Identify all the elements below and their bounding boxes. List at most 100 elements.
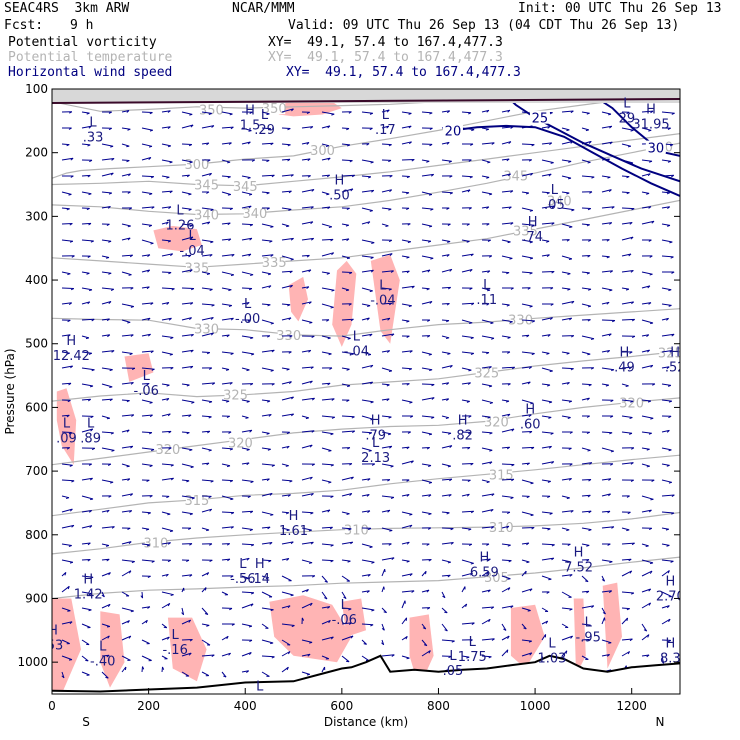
wind-vector	[441, 431, 452, 434]
wind-vector-head	[608, 478, 612, 481]
wind-vector-head	[447, 223, 451, 226]
wind-vector	[321, 398, 335, 401]
wind-vector	[221, 271, 235, 276]
wind-vector	[561, 207, 575, 211]
wind-vector	[461, 431, 472, 433]
wind-vector	[481, 366, 492, 369]
wind-vector-head	[651, 479, 655, 482]
pv-value-label: .14	[249, 572, 270, 587]
wind-vector	[101, 367, 113, 371]
wind-vector	[261, 239, 273, 242]
wind-vector-head	[229, 607, 233, 611]
theta-contour-315	[52, 454, 680, 517]
wind-vector-head	[286, 445, 290, 449]
wind-vector	[221, 317, 234, 321]
wind-vector	[621, 253, 632, 257]
wind-vector-head	[265, 577, 269, 579]
wind-vector	[61, 382, 72, 385]
wind-vector	[241, 271, 254, 276]
wind-vector	[281, 174, 294, 177]
wind-vector-head	[147, 317, 151, 321]
wind-vector	[181, 652, 192, 657]
theta-contour-label: 335	[262, 256, 287, 271]
wind-vector-head	[470, 510, 474, 514]
wind-vector-head	[149, 112, 153, 115]
wind-vector-head	[508, 141, 512, 145]
wind-vector-head	[466, 656, 470, 659]
wind-vector-head	[266, 478, 270, 482]
wind-vector-head	[69, 561, 74, 564]
wind-vector-head	[150, 176, 155, 179]
wind-vector-head	[267, 273, 272, 276]
x-tick-label: 800	[427, 699, 450, 713]
wind-vector-head	[307, 175, 311, 178]
wind-vector-head	[467, 382, 471, 385]
wind-vector	[221, 142, 232, 145]
wind-vector	[81, 525, 93, 529]
wind-vector	[521, 527, 535, 529]
wind-vector-head	[428, 465, 432, 467]
wind-vector	[161, 239, 171, 242]
wind-vector-head	[529, 431, 533, 434]
wind-vector	[141, 286, 150, 289]
pv-high-marker: H	[620, 345, 630, 360]
wind-vector	[281, 396, 294, 401]
wind-vector-head	[129, 353, 133, 356]
wind-vector-head	[551, 461, 555, 464]
wind-vector-head	[588, 239, 592, 242]
wind-vector	[281, 367, 290, 370]
wind-vector-head	[89, 525, 93, 528]
wind-vector-head	[186, 480, 190, 483]
wind-vector-head	[367, 305, 371, 307]
wind-vector-head	[190, 302, 194, 305]
wind-vector	[301, 269, 312, 273]
wind-vector	[581, 479, 592, 481]
wind-vector-head	[547, 334, 551, 337]
x-tick-label: 0	[48, 699, 56, 713]
wind-vector-head	[667, 384, 672, 387]
wind-vector	[501, 141, 512, 145]
wind-vector	[341, 607, 352, 610]
wind-vector	[261, 223, 274, 228]
wind-vector-head	[381, 642, 385, 646]
y-tick-label: 900	[25, 591, 48, 605]
wind-vector	[281, 284, 293, 289]
wind-vector-head	[226, 636, 229, 640]
wind-vector	[321, 591, 328, 600]
wind-vector	[261, 431, 270, 434]
wind-vector	[421, 570, 427, 577]
wind-vector	[501, 575, 511, 580]
wind-vector-head	[448, 160, 452, 163]
wind-vector	[281, 158, 291, 161]
wind-vector-head	[247, 141, 251, 145]
wind-vector	[221, 479, 233, 482]
wind-vector-head	[349, 493, 353, 496]
wind-vector	[421, 191, 433, 195]
wind-vector-head	[130, 334, 134, 337]
wind-vector-head	[409, 401, 413, 404]
wind-vector-head	[565, 650, 568, 654]
pv-low-marker: L	[99, 640, 107, 655]
wind-vector-head	[448, 655, 452, 659]
wind-vector	[521, 172, 533, 177]
wind-vector	[361, 255, 374, 258]
wind-vector	[561, 127, 570, 131]
wind-vector-head	[431, 397, 435, 400]
wind-vector-head	[247, 177, 251, 179]
wind-vector-head	[568, 400, 572, 403]
wind-vector-head	[423, 644, 428, 647]
wind-vector	[121, 159, 130, 161]
wind-vector-head	[369, 333, 373, 337]
wind-vector-head	[108, 240, 112, 243]
wind-vector-head	[181, 612, 184, 616]
wind-vector	[381, 623, 385, 631]
wind-vector-head	[105, 676, 109, 679]
wind-vector-head	[147, 512, 151, 515]
wind-vector	[341, 287, 350, 291]
wind-vector-head	[246, 302, 250, 305]
wind-vector-head	[550, 432, 554, 435]
wind-vector-head	[629, 351, 633, 354]
wind-vector-head	[66, 414, 70, 418]
wind-vector-head	[186, 174, 190, 178]
wind-vector-head	[188, 193, 192, 196]
